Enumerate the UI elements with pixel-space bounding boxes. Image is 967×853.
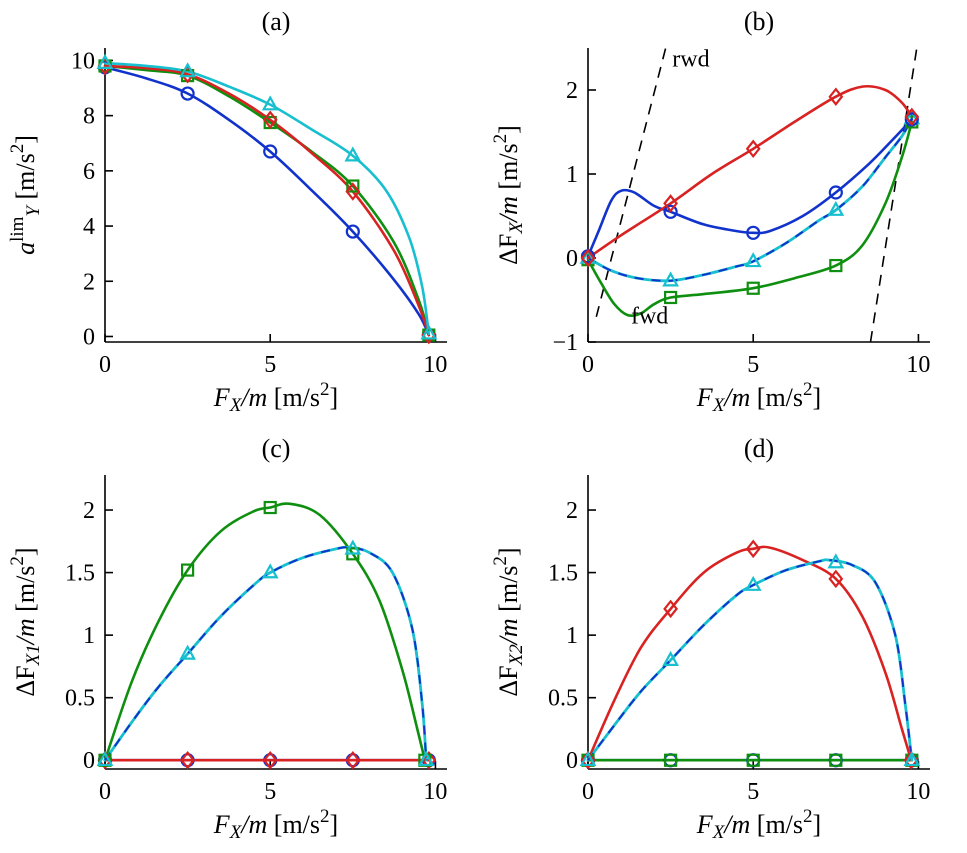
x-tick-label: 5 [747, 779, 759, 805]
markers-cyan-triangle [579, 553, 921, 767]
y-tick-label: 1 [566, 623, 578, 649]
x-tick-label: 10 [906, 352, 930, 378]
x-tick-label: 5 [264, 779, 276, 805]
series-red-diamond [103, 64, 431, 337]
x-axis-label: FX/m [m/s2] [213, 806, 338, 843]
y-tick-label: 1.5 [65, 561, 95, 587]
chart-title: (d) [744, 434, 774, 463]
x-axis-label: FX/m [m/s2] [696, 379, 821, 416]
chart-title: (b) [744, 7, 774, 36]
x-axis-label: FX/m [m/s2] [213, 379, 338, 416]
x-tick-label: 0 [582, 352, 594, 378]
x-tick-label: 0 [582, 779, 594, 805]
markers-red-diamond [580, 87, 920, 268]
y-tick-label: 10 [71, 48, 95, 74]
markers-cyan-triangle [579, 109, 921, 287]
axes [104, 48, 447, 343]
series-cyan-triangle-overlay [104, 546, 428, 761]
x-tick-label: 10 [423, 352, 447, 378]
axes [104, 475, 447, 770]
x-tick-label: 0 [99, 779, 111, 805]
series-blue-circle [103, 66, 431, 337]
y-tick-label: 0 [83, 324, 95, 350]
y-axis-label: ΔFX/m [m/s2] [490, 125, 527, 265]
series-cyan-triangle [586, 117, 914, 283]
markers-red-diamond [580, 539, 919, 770]
y-axis-label: ΔFX1/m [m/s2] [7, 547, 44, 696]
x-tick-label: 5 [747, 352, 759, 378]
y-tick-label: −1 [552, 330, 578, 356]
y-axis-label: alimY [m/s2] [7, 135, 44, 255]
markers-red-diamond [97, 56, 437, 345]
markers-cyan-triangle [96, 539, 435, 767]
series-red-diamond [586, 84, 914, 260]
y-tick-label: 0 [83, 748, 95, 774]
markers-red-diamond [97, 750, 437, 770]
y-tick-label: 2 [83, 498, 95, 524]
series-cyan-triangle [103, 61, 431, 335]
x-tick-label: 0 [99, 352, 111, 378]
x-tick-label: 10 [906, 779, 930, 805]
chart-d: 0 5 10 0 0.5 1 1.5 2 (d) FX/m [m/s2] ΔFX2/m [m/s2] [483, 427, 967, 853]
chart-d-svg: 0 5 10 0 0.5 1 1.5 2 (d) FX/m [m/s2] ΔFX2/m [m/s2] [490, 434, 930, 843]
chart-a-svg: 0 5 10 0 2 4 6 8 10 (a) FX/m [m/s2] alimY [m/s2] [7, 7, 447, 416]
rwd-limit-line [595, 47, 667, 317]
y-tick-label: 2 [83, 269, 95, 295]
y-tick-label: 6 [83, 159, 95, 185]
series-green-square [103, 64, 431, 337]
y-tick-label: 0 [566, 748, 578, 774]
annotation-fwd: fwd [631, 304, 668, 330]
markers-green-square [98, 500, 432, 767]
y-tick-label: 1.5 [548, 561, 578, 587]
annotation-rwd: rwd [672, 46, 709, 72]
chart-title: (c) [262, 434, 291, 463]
series-cyan-triangle-overlay [587, 118, 913, 282]
chart-c-svg: 0 5 10 0 0.5 1 1.5 2 (c) FX/m [m/s2] ΔFX1/m [m/s2] [7, 434, 447, 843]
y-tick-label: 0.5 [65, 686, 95, 712]
chart-b: 0 5 10 −1 0 1 2 rwd fwd (b) FX/m [m/s2] ΔFX/m [m/s2… [483, 0, 967, 427]
series-green-square [103, 502, 427, 762]
y-tick-label: 8 [83, 104, 95, 130]
x-axis-label: FX/m [m/s2] [696, 806, 821, 843]
y-axis-label: ΔFX2/m [m/s2] [490, 547, 527, 696]
chart-c: 0 5 10 0 0.5 1 1.5 2 (c) FX/m [m/s2] ΔFX1/m [m/s2] [0, 427, 483, 853]
markers-cyan-triangle [96, 53, 438, 340]
series-cyan-triangle-overlay [587, 558, 913, 761]
axes [587, 48, 930, 343]
y-tick-label: 1 [83, 623, 95, 649]
series-blue-circle [586, 118, 914, 258]
series-cyan-triangle [586, 558, 914, 762]
y-tick-label: 4 [83, 214, 95, 240]
fwd-limit-line [869, 47, 918, 343]
y-tick-label: 2 [566, 498, 578, 524]
y-tick-label: 0.5 [548, 686, 578, 712]
y-tick-label: 0 [566, 246, 578, 272]
chart-title: (a) [262, 7, 291, 36]
y-tick-label: 2 [566, 78, 578, 104]
axes [587, 475, 930, 770]
y-tick-label: 1 [566, 162, 578, 188]
x-tick-label: 5 [264, 352, 276, 378]
series-red-diamond [586, 545, 913, 762]
x-tick-label: 10 [423, 779, 447, 805]
chart-a: 0 5 10 0 2 4 6 8 10 (a) FX/m [m/s2] alimY [m/s2] [0, 0, 483, 427]
series-green-square [586, 120, 914, 318]
series-cyan-triangle [103, 545, 428, 762]
